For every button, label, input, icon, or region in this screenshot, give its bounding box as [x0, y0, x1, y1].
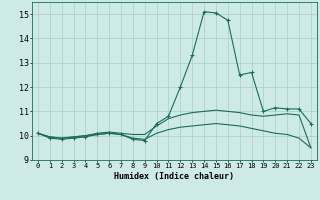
X-axis label: Humidex (Indice chaleur): Humidex (Indice chaleur) — [115, 172, 234, 181]
